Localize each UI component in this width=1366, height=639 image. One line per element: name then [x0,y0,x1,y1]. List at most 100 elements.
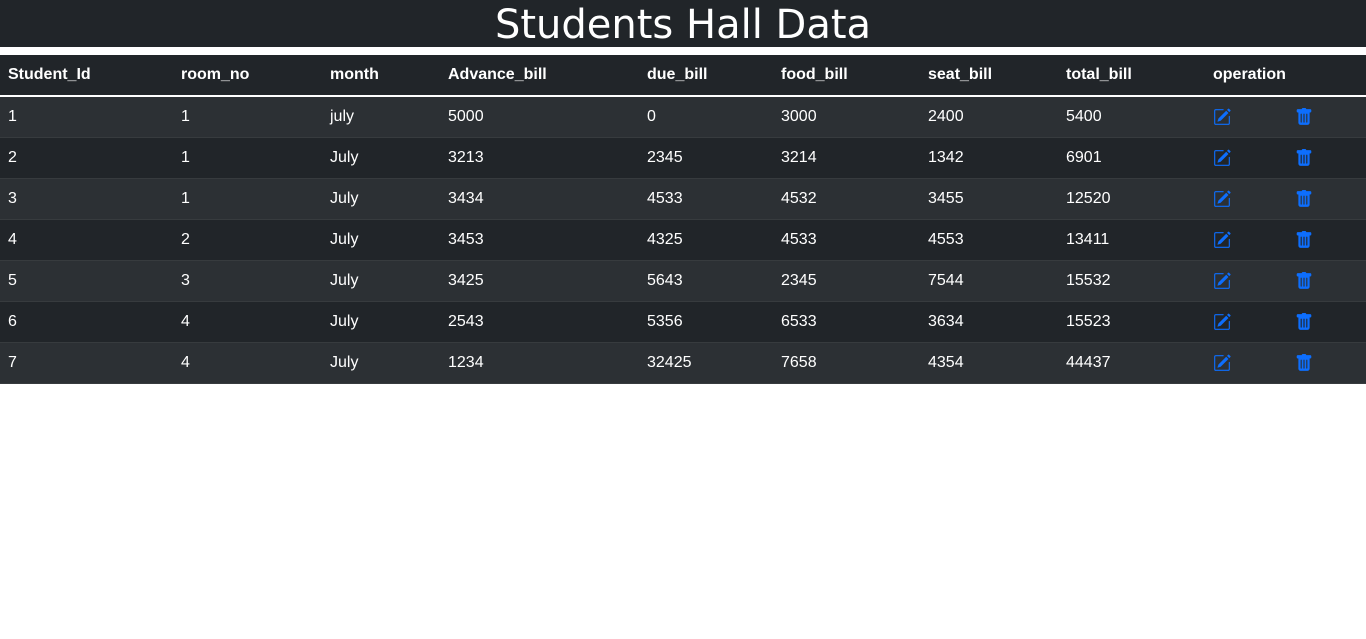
cell-due-bill: 32425 [639,342,773,384]
edit-icon[interactable] [1213,108,1231,126]
table-header-row: Student_Id room_no month Advance_bill du… [0,55,1366,97]
header-operation: operation [1205,55,1366,97]
cell-advance-bill: 3425 [440,260,639,302]
cell-edit-action [1205,301,1287,343]
edit-icon[interactable] [1213,231,1231,249]
cell-total-bill: 44437 [1058,342,1205,384]
cell-delete-action [1287,137,1366,179]
cell-food-bill: 4533 [773,219,920,261]
cell-edit-action [1205,342,1287,384]
cell-student-id: 3 [0,178,173,220]
edit-icon[interactable] [1213,354,1231,372]
cell-room-no: 1 [173,137,322,179]
cell-delete-action [1287,219,1366,261]
cell-room-no: 4 [173,301,322,343]
cell-month: July [322,178,440,220]
cell-advance-bill: 3434 [440,178,639,220]
cell-delete-action [1287,178,1366,220]
header-food-bill: food_bill [773,55,920,97]
cell-due-bill: 5643 [639,260,773,302]
cell-total-bill: 5400 [1058,96,1205,138]
table-row: 6 4 July 2543 5356 6533 3634 15523 [0,301,1366,343]
cell-month: July [322,219,440,261]
cell-delete-action [1287,260,1366,302]
header-advance-bill: Advance_bill [440,55,639,97]
cell-advance-bill: 5000 [440,96,639,138]
edit-icon[interactable] [1213,272,1231,290]
table-row: 3 1 July 3434 4533 4532 3455 12520 [0,178,1366,220]
cell-edit-action [1205,96,1287,138]
edit-icon[interactable] [1213,149,1231,167]
edit-icon[interactable] [1213,313,1231,331]
cell-food-bill: 4532 [773,178,920,220]
cell-advance-bill: 3213 [440,137,639,179]
cell-total-bill: 6901 [1058,137,1205,179]
students-table: Student_Id room_no month Advance_bill du… [0,55,1366,384]
cell-total-bill: 15523 [1058,301,1205,343]
cell-delete-action [1287,96,1366,138]
cell-month: July [322,137,440,179]
cell-food-bill: 3000 [773,96,920,138]
cell-student-id: 6 [0,301,173,343]
cell-seat-bill: 1342 [920,137,1058,179]
header-seat-bill: seat_bill [920,55,1058,97]
students-table-container: Student_Id room_no month Advance_bill du… [0,55,1366,384]
table-body: 1 1 july 5000 0 3000 2400 5400 2 1 July 3213 2345 321… [0,96,1366,384]
cell-food-bill: 2345 [773,260,920,302]
cell-student-id: 5 [0,260,173,302]
cell-room-no: 2 [173,219,322,261]
trash-icon[interactable] [1295,230,1313,249]
cell-advance-bill: 2543 [440,301,639,343]
cell-edit-action [1205,260,1287,302]
cell-student-id: 1 [0,96,173,138]
cell-month: july [322,96,440,138]
table-row: 5 3 July 3425 5643 2345 7544 15532 [0,260,1366,302]
trash-icon[interactable] [1295,353,1313,372]
table-row: 2 1 July 3213 2345 3214 1342 6901 [0,137,1366,179]
cell-due-bill: 2345 [639,137,773,179]
cell-advance-bill: 1234 [440,342,639,384]
header-student-id: Student_Id [0,55,173,97]
cell-food-bill: 6533 [773,301,920,343]
cell-advance-bill: 3453 [440,219,639,261]
trash-icon[interactable] [1295,312,1313,331]
cell-total-bill: 13411 [1058,219,1205,261]
cell-seat-bill: 2400 [920,96,1058,138]
cell-student-id: 2 [0,137,173,179]
cell-room-no: 3 [173,260,322,302]
table-row: 4 2 July 3453 4325 4533 4553 13411 [0,219,1366,261]
trash-icon[interactable] [1295,107,1313,126]
cell-due-bill: 4533 [639,178,773,220]
header-due-bill: due_bill [639,55,773,97]
cell-delete-action [1287,342,1366,384]
table-row: 7 4 July 1234 32425 7658 4354 44437 [0,342,1366,384]
cell-edit-action [1205,137,1287,179]
trash-icon[interactable] [1295,148,1313,167]
cell-seat-bill: 4354 [920,342,1058,384]
edit-icon[interactable] [1213,190,1231,208]
cell-due-bill: 5356 [639,301,773,343]
cell-seat-bill: 4553 [920,219,1058,261]
cell-student-id: 4 [0,219,173,261]
cell-month: July [322,301,440,343]
cell-delete-action [1287,301,1366,343]
table-row: 1 1 july 5000 0 3000 2400 5400 [0,96,1366,138]
title-bar: Students Hall Data [0,0,1366,48]
cell-month: July [322,342,440,384]
cell-food-bill: 3214 [773,137,920,179]
cell-room-no: 1 [173,96,322,138]
cell-seat-bill: 3455 [920,178,1058,220]
page-title: Students Hall Data [494,2,872,48]
cell-seat-bill: 3634 [920,301,1058,343]
cell-edit-action [1205,178,1287,220]
cell-due-bill: 0 [639,96,773,138]
header-room-no: room_no [173,55,322,97]
trash-icon[interactable] [1295,271,1313,290]
cell-seat-bill: 7544 [920,260,1058,302]
cell-room-no: 1 [173,178,322,220]
cell-due-bill: 4325 [639,219,773,261]
trash-icon[interactable] [1295,189,1313,208]
cell-student-id: 7 [0,342,173,384]
cell-room-no: 4 [173,342,322,384]
header-month: month [322,55,440,97]
